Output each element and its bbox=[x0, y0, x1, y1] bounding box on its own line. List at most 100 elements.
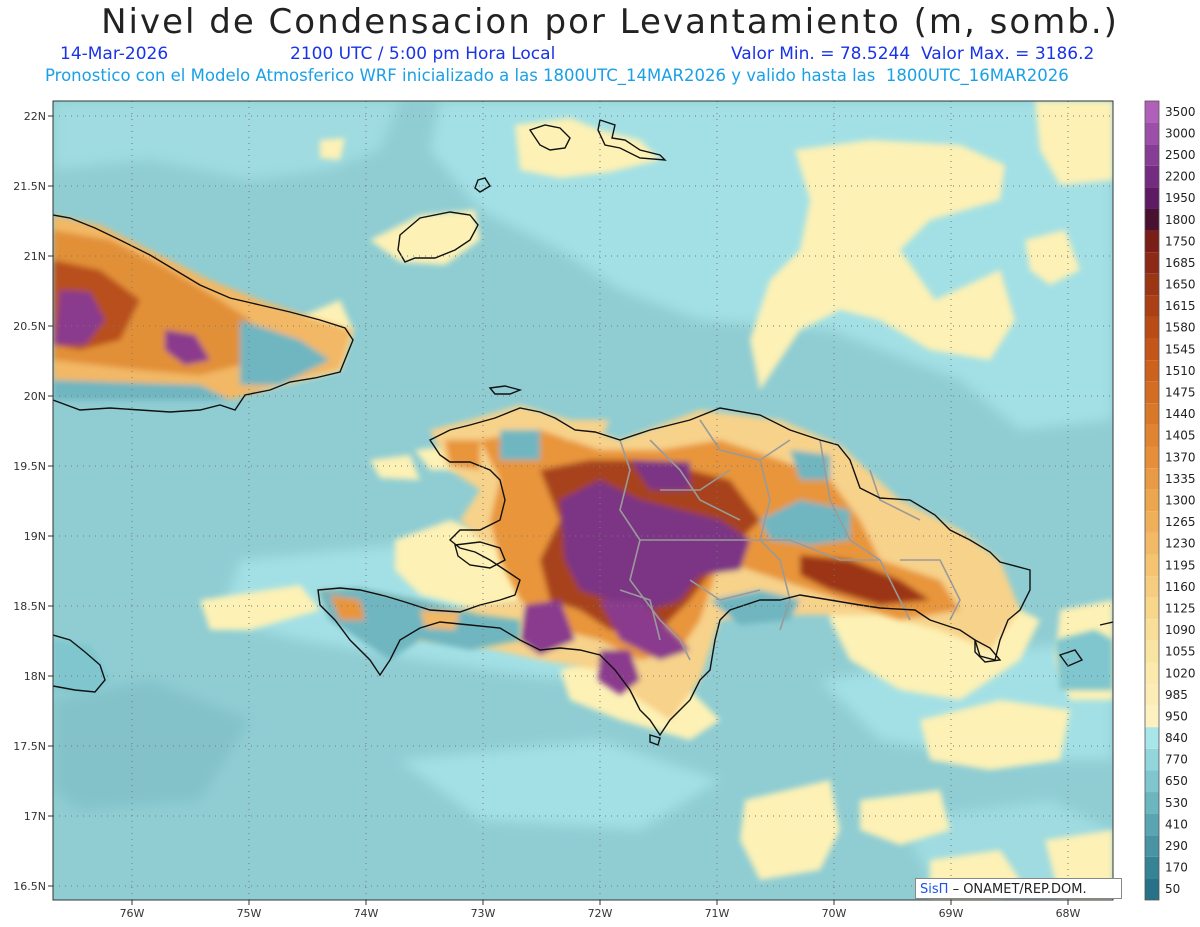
puerto-rico-field bbox=[1055, 630, 1113, 690]
colorbar-swatch bbox=[1145, 424, 1159, 447]
colorbar-label: 1545 bbox=[1165, 342, 1196, 356]
colorbar-swatch bbox=[1145, 554, 1159, 577]
colorbar-swatch bbox=[1145, 230, 1159, 253]
colorbar-label: 170 bbox=[1165, 861, 1188, 875]
lat-label: 20N bbox=[24, 390, 46, 403]
colorbar-swatch bbox=[1145, 835, 1159, 857]
colorbar-swatch bbox=[1145, 295, 1159, 317]
map-field bbox=[53, 101, 1113, 900]
colorbar-label: 950 bbox=[1165, 709, 1188, 723]
map-frame bbox=[52, 100, 1114, 901]
colorbar-label: 650 bbox=[1165, 774, 1188, 788]
colorbar-label: 1370 bbox=[1165, 450, 1196, 464]
credit-org: – ONAMET/REP.DOM. bbox=[952, 882, 1087, 897]
colorbar-swatch bbox=[1145, 165, 1159, 188]
colorbar-label: 1020 bbox=[1165, 666, 1196, 680]
colorbar-label: 770 bbox=[1165, 753, 1188, 767]
colorbar-label: 1950 bbox=[1165, 191, 1196, 205]
lat-label: 21N bbox=[24, 250, 46, 263]
colorbar-swatch bbox=[1145, 532, 1159, 555]
jamaica-field bbox=[53, 640, 110, 695]
colorbar-label: 50 bbox=[1165, 882, 1180, 896]
colorbar-label: 1800 bbox=[1165, 213, 1196, 227]
colorbar-swatch bbox=[1145, 727, 1159, 749]
colorbar-swatch bbox=[1145, 403, 1159, 425]
colorbar-swatch bbox=[1145, 187, 1159, 209]
colorbar-swatch bbox=[1145, 208, 1159, 231]
lat-label: 18N bbox=[24, 670, 46, 683]
lat-label: 17N bbox=[24, 810, 46, 823]
forecast-description: Pronostico con el Modelo Atmosferico WRF… bbox=[45, 66, 1069, 85]
lon-label: 75W bbox=[237, 907, 262, 920]
colorbar-frame bbox=[1144, 100, 1160, 901]
colorbar-label: 1230 bbox=[1165, 537, 1196, 551]
sispi-logo: SisΠ bbox=[920, 882, 949, 897]
colorbar-swatch bbox=[1145, 576, 1159, 598]
colorbar-swatch bbox=[1145, 122, 1159, 145]
colorbar-label: 1580 bbox=[1165, 321, 1196, 335]
cuba-field bbox=[53, 215, 353, 400]
colorbar-swatch bbox=[1145, 381, 1159, 404]
lat-label: 17.5N bbox=[13, 740, 46, 753]
colorbar-label: 840 bbox=[1165, 731, 1188, 745]
colorbar-label: 1615 bbox=[1165, 299, 1196, 313]
colorbar-label: 1650 bbox=[1165, 278, 1196, 292]
colorbar-label: 2200 bbox=[1165, 170, 1196, 184]
colorbar-label: 1300 bbox=[1165, 494, 1196, 508]
lat-label: 22N bbox=[24, 110, 46, 123]
valid-date: 14-Mar-2026 bbox=[60, 44, 169, 64]
colorbar-label: 1475 bbox=[1165, 386, 1196, 400]
colorbar-label: 530 bbox=[1165, 796, 1188, 810]
colorbar-label: 1510 bbox=[1165, 364, 1196, 378]
colorbar-swatch bbox=[1145, 640, 1159, 663]
colorbar-swatch bbox=[1145, 792, 1159, 814]
colorbar-swatch bbox=[1145, 748, 1159, 771]
colorbar-swatch bbox=[1145, 705, 1159, 728]
colorbar-label: 1685 bbox=[1165, 256, 1196, 270]
colorbar-label: 985 bbox=[1165, 688, 1188, 702]
coastlines bbox=[53, 119, 1113, 746]
colorbar-label: 1750 bbox=[1165, 234, 1196, 248]
colorbar-label: 1265 bbox=[1165, 515, 1196, 529]
colorbar-swatch bbox=[1145, 597, 1159, 620]
lon-labels: 76W 75W 74W 73W 72W 71W 70W 69W 68W bbox=[120, 907, 1081, 920]
lat-labels: 22N 21.5N 21N 20.5N 20N 19.5N 19N 18.5N … bbox=[13, 110, 46, 893]
colorbar-swatch bbox=[1145, 101, 1159, 123]
colorbar-label: 3000 bbox=[1165, 126, 1196, 140]
hispaniola-field bbox=[318, 405, 1020, 720]
colorbar-swatch bbox=[1145, 338, 1159, 361]
colorbar-label: 290 bbox=[1165, 839, 1188, 853]
colorbar-label: 1125 bbox=[1165, 601, 1196, 615]
valid-time: 2100 UTC / 5:00 pm Hora Local bbox=[290, 44, 556, 64]
province-borders bbox=[619, 419, 961, 661]
colorbar-label: 1160 bbox=[1165, 580, 1196, 594]
colorbar-swatch bbox=[1145, 316, 1159, 339]
colorbar-swatch bbox=[1145, 468, 1159, 490]
colorbar-swatch bbox=[1145, 684, 1159, 706]
colorbar-swatch bbox=[1145, 360, 1159, 382]
lon-label: 68W bbox=[1056, 907, 1081, 920]
colorbar-swatch bbox=[1145, 273, 1159, 296]
colorbar-label: 1440 bbox=[1165, 407, 1196, 421]
colorbar-label: 2500 bbox=[1165, 148, 1196, 162]
colorbar-label: 1405 bbox=[1165, 429, 1196, 443]
colorbar-label: 1090 bbox=[1165, 623, 1196, 637]
colorbar-swatch bbox=[1145, 770, 1159, 793]
colorbar-swatch bbox=[1145, 619, 1159, 641]
lon-label: 70W bbox=[822, 907, 847, 920]
colorbar-swatch bbox=[1145, 252, 1159, 274]
lat-label: 19N bbox=[24, 530, 46, 543]
colorbar-swatch bbox=[1145, 511, 1159, 533]
colorbar-label: 410 bbox=[1165, 817, 1188, 831]
colorbar-swatch bbox=[1145, 662, 1159, 685]
lon-label: 69W bbox=[939, 907, 964, 920]
colorbar-label: 1195 bbox=[1165, 558, 1196, 572]
colorbar-swatch bbox=[1145, 878, 1159, 900]
colorbar-swatch bbox=[1145, 856, 1159, 879]
lon-label: 76W bbox=[120, 907, 145, 920]
lon-label: 74W bbox=[354, 907, 379, 920]
credit-box: SisΠ – ONAMET/REP.DOM. bbox=[915, 878, 1122, 899]
lat-label: 18.5N bbox=[13, 600, 46, 613]
lat-label: 19.5N bbox=[13, 460, 46, 473]
min-max-values: Valor Min. = 78.5244 Valor Max. = 3186.2 bbox=[731, 44, 1095, 64]
